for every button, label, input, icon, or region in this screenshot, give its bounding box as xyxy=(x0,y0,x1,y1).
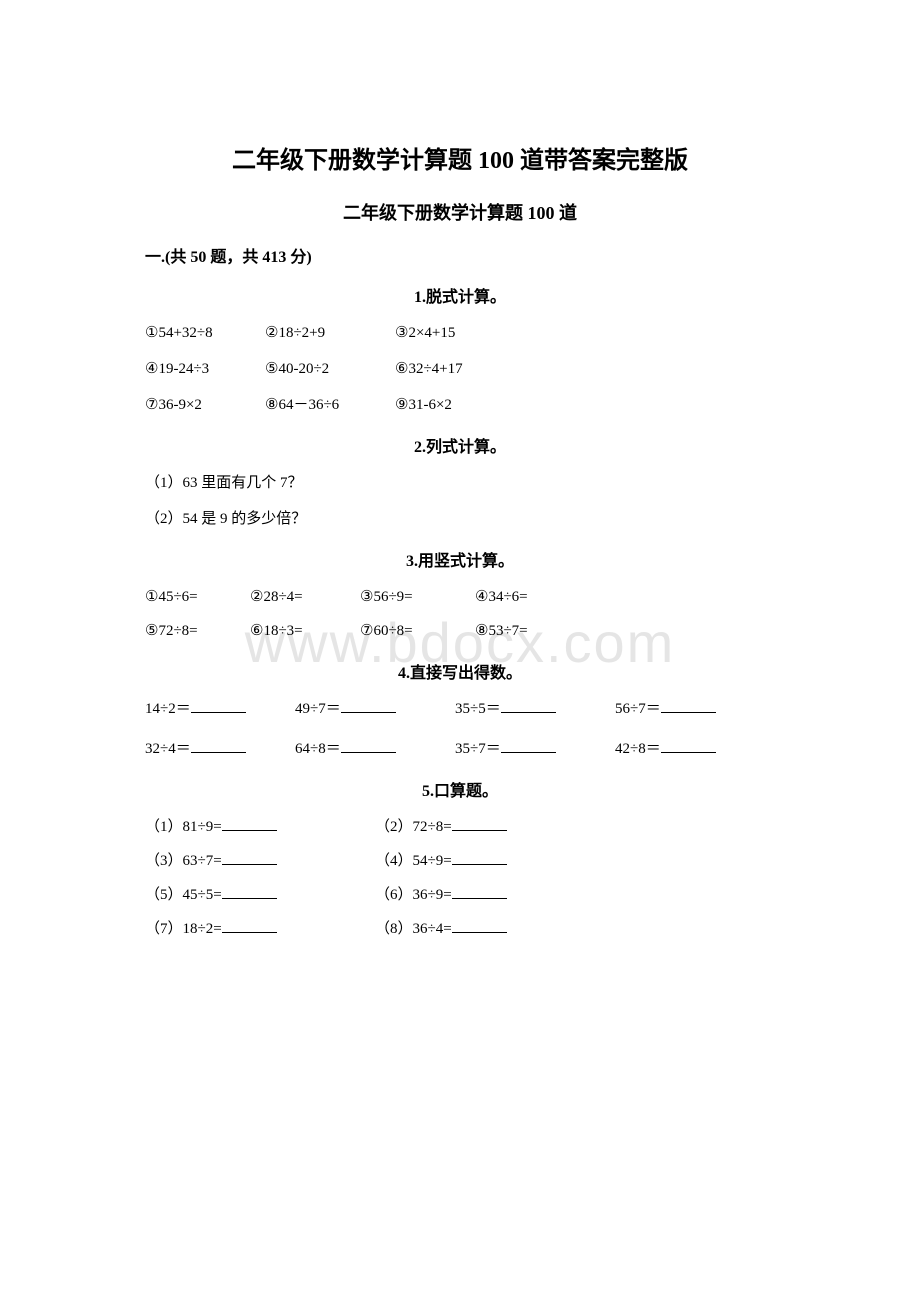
q3-cell: ③56÷9= xyxy=(360,585,475,609)
sub-title: 二年级下册数学计算题 100 道 xyxy=(145,199,775,225)
q4-cell: 56÷7＝ xyxy=(615,697,716,721)
q2-title: 2.列式计算。 xyxy=(145,433,775,457)
q5-cell: （4）54÷9= xyxy=(375,849,507,873)
q3-cell: ⑦60÷8= xyxy=(360,619,475,643)
q1-row: ①54+32÷8 ②18÷2+9 ③2×4+15 xyxy=(145,321,775,345)
q5-cell: （1）81÷9= xyxy=(145,815,375,839)
q5-row: （5）45÷5= （6）36÷9= xyxy=(145,883,775,907)
q1-cell: ③2×4+15 xyxy=(395,321,455,345)
q1-cell: ⑤40-20÷2 xyxy=(265,357,395,381)
q4-cell: 42÷8＝ xyxy=(615,737,716,761)
q2-line: （2）54 是 9 的多少倍？ xyxy=(145,507,775,531)
q5-row: （1）81÷9= （2）72÷8= xyxy=(145,815,775,839)
q3-cell: ⑤72÷8= xyxy=(145,619,250,643)
q1-cell: ⑥32÷4+17 xyxy=(395,357,463,381)
q5-row: （7）18÷2= （8）36÷4= xyxy=(145,917,775,941)
main-title: 二年级下册数学计算题 100 道带答案完整版 xyxy=(145,140,775,175)
section-info: 一.(共 50 题，共 413 分) xyxy=(145,243,775,267)
q3-row: ①45÷6= ②28÷4= ③56÷9= ④34÷6= xyxy=(145,585,775,609)
q1-cell: ①54+32÷8 xyxy=(145,321,265,345)
document-content: 二年级下册数学计算题 100 道带答案完整版 二年级下册数学计算题 100 道 … xyxy=(145,140,775,941)
q3-cell: ④34÷6= xyxy=(475,585,528,609)
q4-row: 14÷2＝ 49÷7＝ 35÷5＝ 56÷7＝ xyxy=(145,697,775,721)
q3-row: ⑤72÷8= ⑥18÷3= ⑦60÷8= ⑧53÷7= xyxy=(145,619,775,643)
q4-cell: 14÷2＝ xyxy=(145,697,295,721)
q5-cell: （3）63÷7= xyxy=(145,849,375,873)
q5-cell: （6）36÷9= xyxy=(375,883,507,907)
q1-cell: ⑧64－36÷6 xyxy=(265,393,395,417)
q3-cell: ⑧53÷7= xyxy=(475,619,528,643)
q4-row: 32÷4＝ 64÷8＝ 35÷7＝ 42÷8＝ xyxy=(145,737,775,761)
q4-cell: 64÷8＝ xyxy=(295,737,455,761)
q5-cell: （7）18÷2= xyxy=(145,917,375,941)
q5-row: （3）63÷7= （4）54÷9= xyxy=(145,849,775,873)
q4-cell: 35÷5＝ xyxy=(455,697,615,721)
q4-cell: 49÷7＝ xyxy=(295,697,455,721)
q5-title: 5.口算题。 xyxy=(145,777,775,801)
q1-title: 1.脱式计算。 xyxy=(145,283,775,307)
q3-title: 3.用竖式计算。 xyxy=(145,547,775,571)
q1-cell: ⑨31-6×2 xyxy=(395,393,452,417)
q1-row: ⑦36-9×2 ⑧64－36÷6 ⑨31-6×2 xyxy=(145,393,775,417)
q2-line: （1）63 里面有几个 7？ xyxy=(145,471,775,495)
q4-cell: 35÷7＝ xyxy=(455,737,615,761)
q4-cell: 32÷4＝ xyxy=(145,737,295,761)
q1-cell: ⑦36-9×2 xyxy=(145,393,265,417)
q1-row: ④19-24÷3 ⑤40-20÷2 ⑥32÷4+17 xyxy=(145,357,775,381)
q4-title: 4.直接写出得数。 xyxy=(145,659,775,683)
q1-cell: ②18÷2+9 xyxy=(265,321,395,345)
q3-cell: ⑥18÷3= xyxy=(250,619,360,643)
q5-cell: （5）45÷5= xyxy=(145,883,375,907)
q1-cell: ④19-24÷3 xyxy=(145,357,265,381)
q3-cell: ①45÷6= xyxy=(145,585,250,609)
q5-cell: （8）36÷4= xyxy=(375,917,507,941)
q5-cell: （2）72÷8= xyxy=(375,815,507,839)
q3-cell: ②28÷4= xyxy=(250,585,360,609)
